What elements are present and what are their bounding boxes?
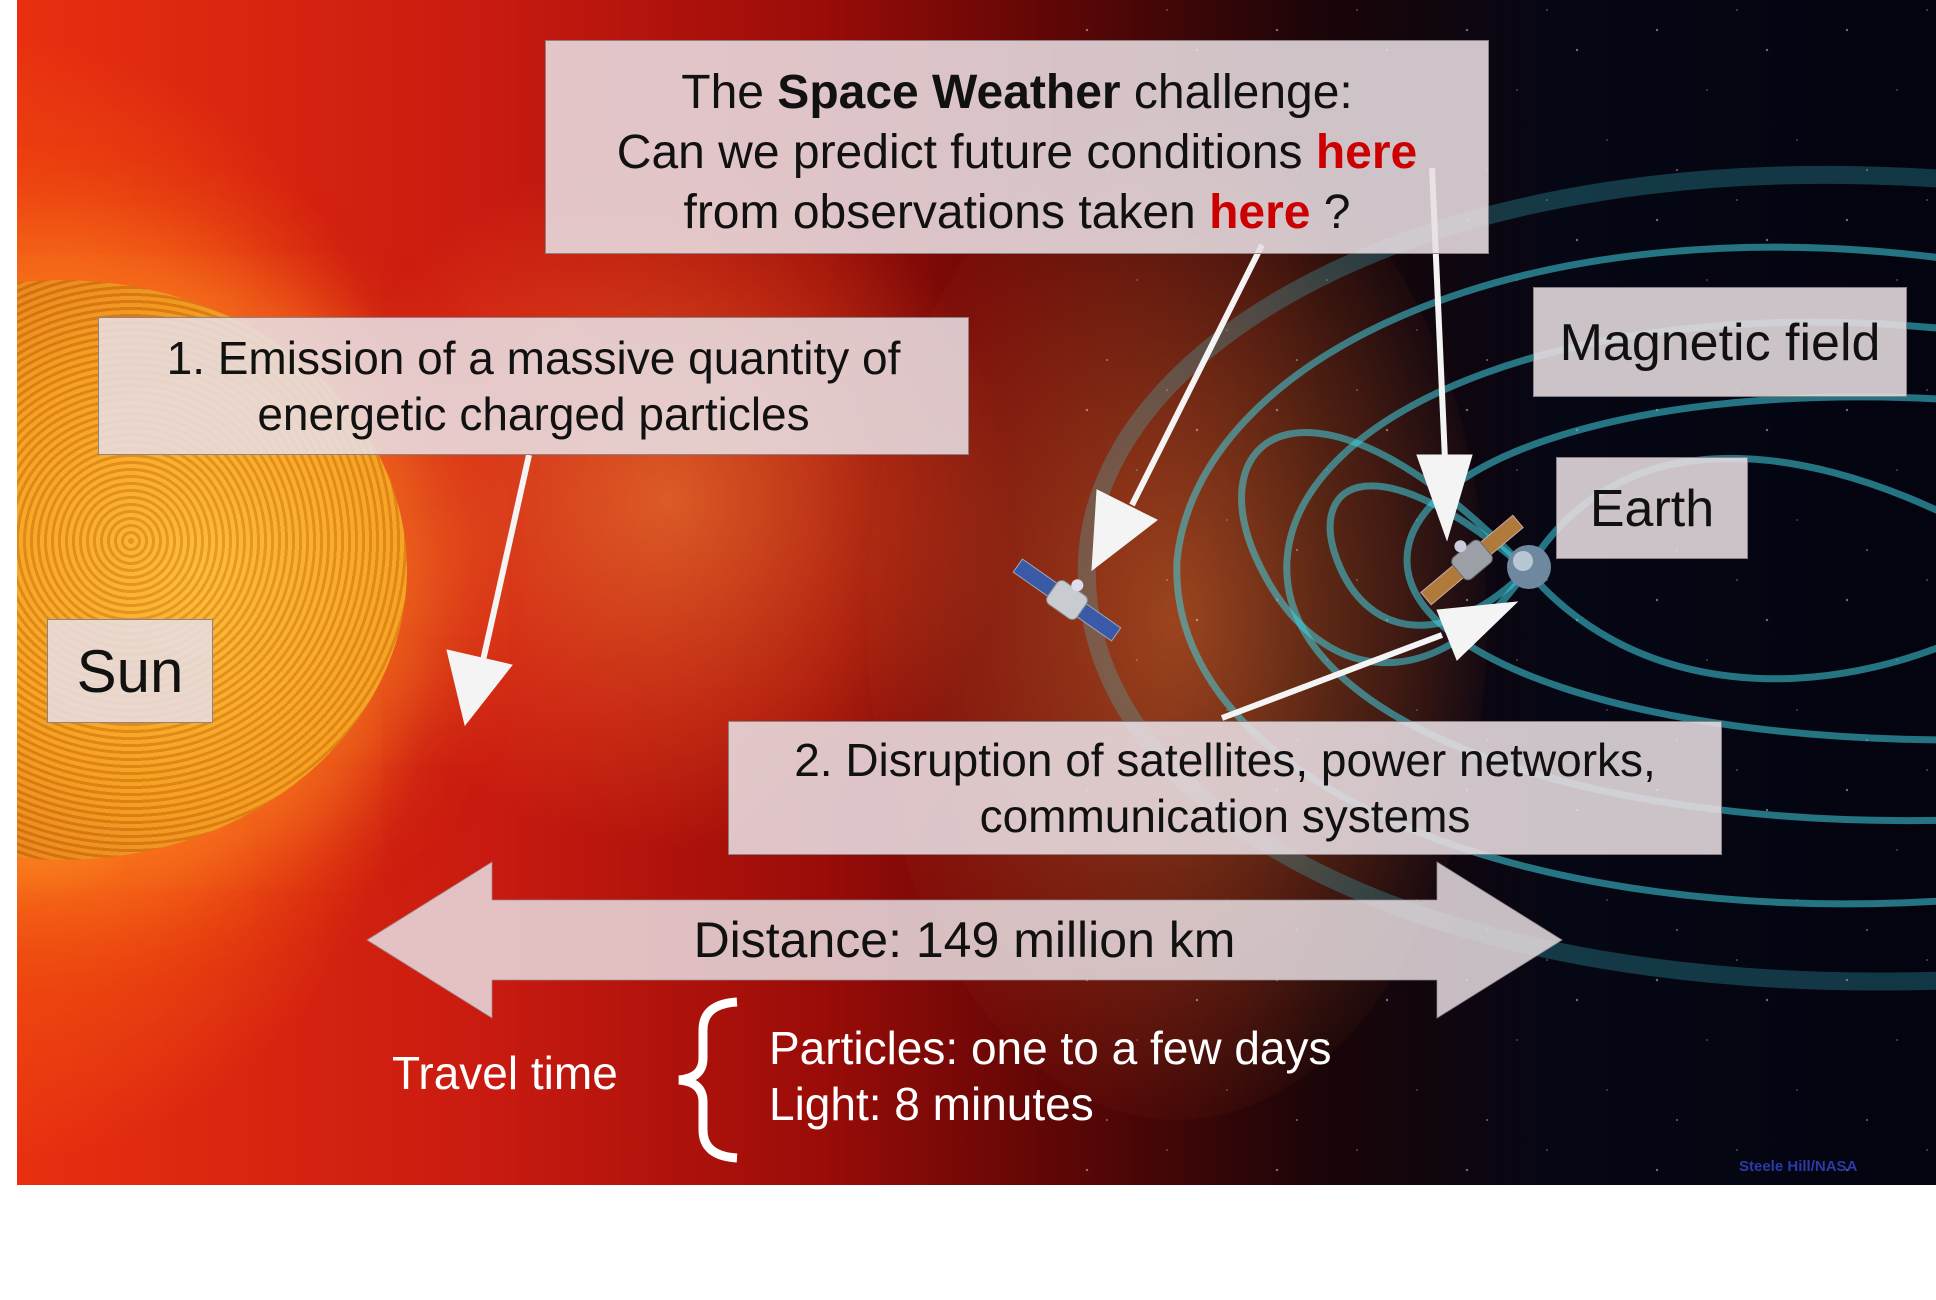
challenge-line-1: The Space Weather challenge: (681, 66, 1353, 119)
distance-double-arrow (366, 861, 1563, 1019)
disruption-box: 2. Disruption of satellites, power netwo… (728, 721, 1722, 855)
satellite-icon (1012, 558, 1122, 642)
arrow-emission-to-cme (446, 454, 532, 727)
image-credit: Steele Hill/NASA (1739, 1158, 1858, 1175)
pointer-arrows (366, 167, 1563, 1163)
distance-label: Distance: 149 million km (693, 912, 1236, 968)
highlight-here-satellite: here (1209, 186, 1311, 239)
arrow-here-to-l1-satellite (1091, 243, 1265, 572)
arrow-disruption-to-earth (1220, 601, 1519, 721)
travel-time-brace (678, 997, 738, 1163)
space-weather-bold: Space Weather (777, 66, 1121, 119)
challenge-box: The Space Weather challenge: Can we pred… (545, 40, 1489, 254)
satellite-icon (1420, 514, 1524, 606)
challenge-line-3: from observations taken here ? (683, 186, 1351, 239)
emission-box: 1. Emission of a massive quantity of ene… (98, 317, 969, 455)
sun-label: Sun (47, 619, 213, 723)
satellites (1012, 514, 1524, 642)
challenge-line-2: Can we predict future conditions here (616, 126, 1418, 179)
travel-light: Light: 8 minutes (769, 1078, 1094, 1130)
earth-label: Earth (1556, 457, 1748, 559)
travel-particles: Particles: one to a few days (769, 1022, 1332, 1074)
magnetic-field-label: Magnetic field (1533, 287, 1907, 397)
space-weather-scene: The Space Weather challenge: Can we pred… (17, 0, 1936, 1185)
travel-time-label: Travel time (392, 1047, 618, 1099)
highlight-here-earth: here (1315, 126, 1418, 179)
